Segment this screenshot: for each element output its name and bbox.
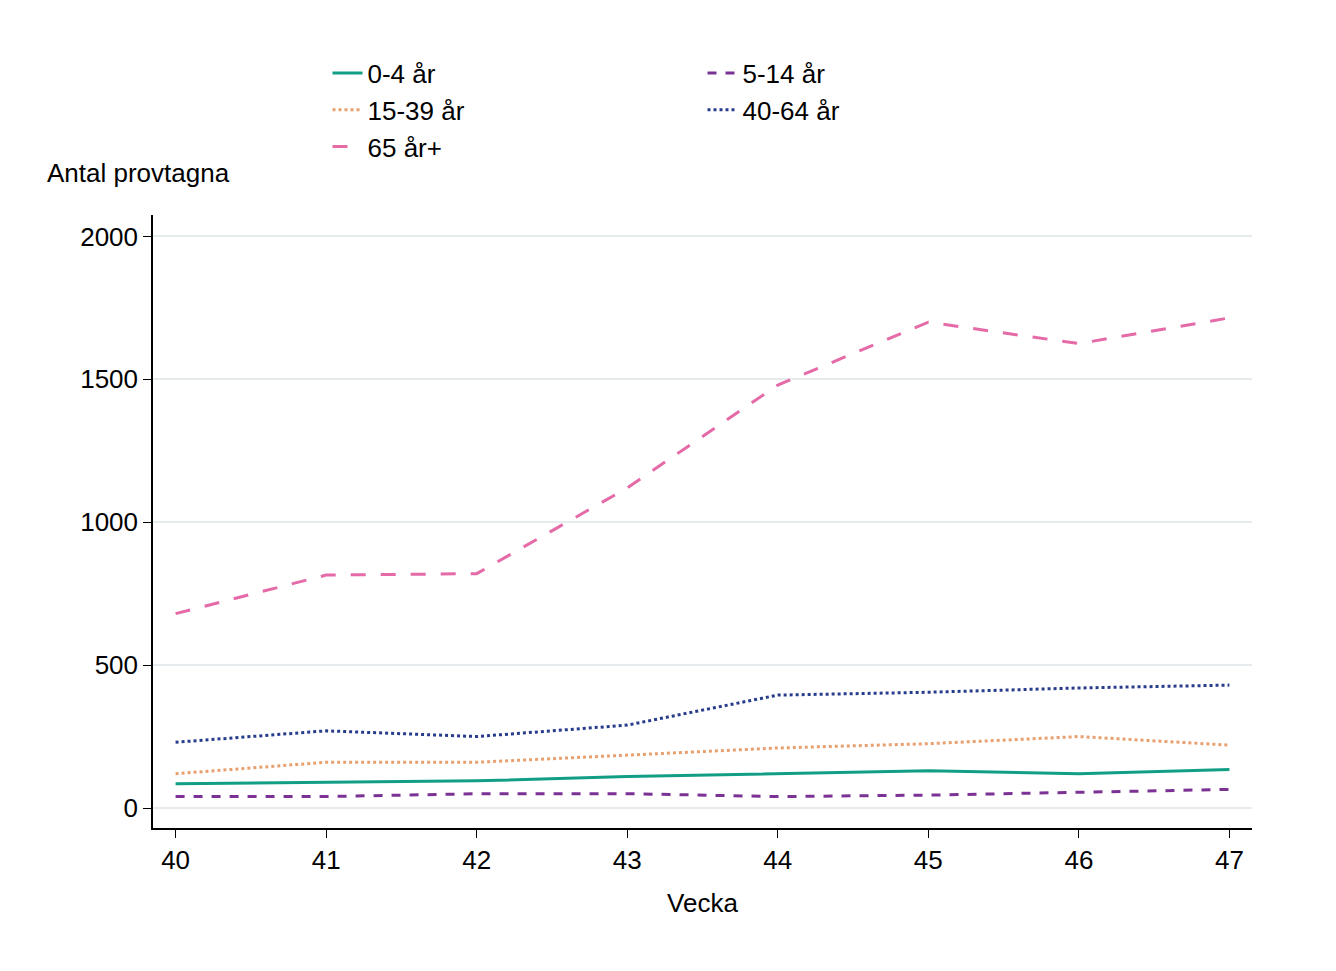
svg-text:46: 46 — [1064, 845, 1093, 875]
svg-text:47: 47 — [1215, 845, 1244, 875]
svg-text:500: 500 — [95, 650, 138, 680]
svg-text:1500: 1500 — [80, 364, 138, 394]
svg-text:0: 0 — [124, 793, 138, 823]
svg-text:41: 41 — [312, 845, 341, 875]
svg-text:44: 44 — [763, 845, 792, 875]
svg-text:40-64 år: 40-64 år — [743, 96, 840, 126]
svg-text:1000: 1000 — [80, 507, 138, 537]
svg-text:42: 42 — [462, 845, 491, 875]
svg-text:43: 43 — [613, 845, 642, 875]
svg-text:2000: 2000 — [80, 222, 138, 252]
svg-text:Antal provtagna: Antal provtagna — [47, 158, 230, 188]
svg-text:5-14 år: 5-14 år — [743, 59, 826, 89]
svg-text:40: 40 — [161, 845, 190, 875]
svg-text:0-4 år: 0-4 år — [368, 59, 436, 89]
svg-text:65 år+: 65 år+ — [368, 133, 442, 163]
svg-text:Vecka: Vecka — [667, 888, 738, 918]
svg-text:45: 45 — [914, 845, 943, 875]
svg-text:15-39 år: 15-39 år — [368, 96, 465, 126]
